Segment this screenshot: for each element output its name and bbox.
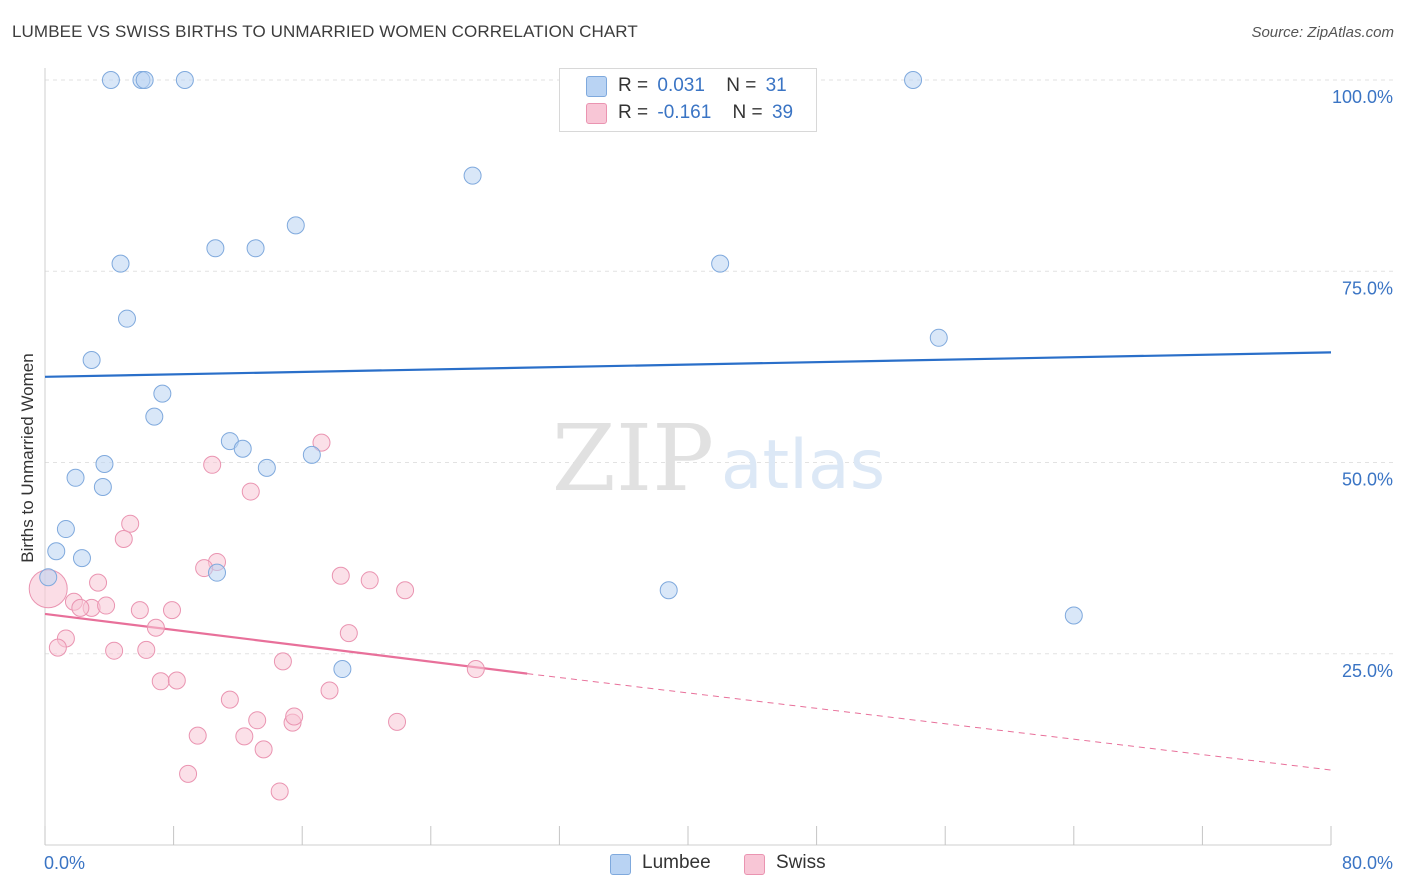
lumbee-point — [82, 350, 101, 369]
y-tick-label: 100.0% — [1332, 87, 1393, 107]
legend-n-label: N = — [732, 102, 763, 123]
y-tick-label: 50.0% — [1342, 470, 1393, 490]
watermark-atlas: atlas — [721, 426, 885, 505]
lumbee-point — [711, 254, 730, 273]
swiss-point — [220, 690, 239, 709]
chart-source: Source: ZipAtlas.com — [1251, 24, 1394, 41]
legend-r-value: 0.031 — [657, 75, 705, 96]
lumbee-point — [206, 239, 225, 258]
legend-r-value: -0.161 — [657, 102, 712, 123]
swiss-point — [254, 740, 273, 759]
lumbee-point — [153, 384, 172, 403]
swiss-point — [137, 640, 156, 659]
swiss-point — [285, 707, 304, 726]
swiss-point — [114, 530, 133, 548]
lumbee-point — [257, 458, 276, 477]
swiss-point — [146, 618, 165, 637]
legend-r-label: R = — [618, 75, 649, 96]
swiss-point — [331, 566, 350, 585]
chart-title: LUMBEE VS SWISS BIRTHS TO UNMARRIED WOME… — [12, 22, 638, 41]
lumbee-point — [135, 71, 154, 89]
lumbee-point — [111, 254, 130, 273]
lumbee-point — [66, 468, 85, 487]
swiss-point — [162, 601, 181, 620]
lumbee-point — [47, 542, 66, 561]
swiss-point — [151, 672, 170, 691]
lumbee-point — [117, 309, 136, 328]
swiss-point — [360, 571, 379, 590]
lumbee-point — [333, 660, 352, 679]
correlation-legend: R = 0.031 N = 31 R = -0.161 N = 39 — [559, 68, 817, 132]
swiss-trend-line — [44, 612, 528, 675]
swiss-point — [273, 652, 292, 671]
swiss-swatch — [586, 103, 607, 124]
lumbee-point — [56, 520, 75, 539]
swiss-trend-extension — [527, 673, 1332, 771]
swiss-point — [466, 660, 485, 679]
swiss-point — [105, 641, 124, 660]
series-legend-swiss-label: Swiss — [776, 852, 826, 873]
lumbee-point — [93, 477, 112, 496]
swiss-point — [48, 638, 67, 657]
swiss-point — [320, 681, 339, 700]
swiss-point — [71, 598, 90, 617]
swiss-point — [312, 433, 331, 452]
watermark-zip: ZIP — [552, 405, 714, 512]
lumbee-point — [904, 71, 923, 89]
lumbee-point — [175, 71, 194, 89]
swiss-point — [388, 712, 407, 731]
lumbee-point — [95, 455, 114, 474]
lumbee-point — [39, 568, 58, 587]
swiss-point — [130, 601, 149, 620]
lumbee-point — [929, 328, 948, 347]
swiss-point — [179, 764, 198, 783]
lumbee-point — [659, 581, 678, 600]
series-legend: Lumbee Swiss — [0, 852, 1406, 878]
lumbee-point — [286, 216, 305, 235]
lumbee-trend-line — [44, 351, 1332, 378]
swiss-point — [167, 671, 186, 690]
lumbee-point — [101, 71, 120, 89]
swiss-point — [89, 573, 108, 592]
lumbee-point — [463, 166, 482, 185]
y-axis-title: Births to Unmarried Women — [18, 353, 37, 563]
lumbee-point — [233, 439, 252, 458]
swiss-point — [188, 726, 207, 745]
y-tick-label: 75.0% — [1342, 278, 1393, 298]
lumbee-point — [1064, 606, 1083, 625]
lumbee-point — [72, 549, 91, 568]
swiss-point — [248, 711, 267, 730]
legend-r-label: R = — [618, 102, 649, 123]
swiss-point — [235, 727, 254, 746]
legend-n-value: 31 — [765, 75, 787, 96]
x-tick-label: 0.0% — [44, 853, 85, 873]
series-legend-lumbee-label: Lumbee — [642, 852, 711, 873]
lumbee-point — [302, 445, 321, 464]
lumbee-swatch — [586, 76, 607, 97]
swiss-swatch — [744, 854, 765, 875]
legend-n-label: N = — [726, 75, 757, 96]
y-tick-label: 25.0% — [1342, 661, 1393, 681]
swiss-point — [121, 514, 140, 533]
lumbee-point — [246, 239, 265, 258]
swiss-point — [270, 782, 289, 801]
lumbee-swatch — [610, 854, 631, 875]
legend-n-value: 39 — [771, 102, 794, 123]
swiss-point — [97, 596, 116, 615]
swiss-point — [339, 624, 358, 643]
lumbee-point — [208, 563, 227, 582]
x-tick-label: 80.0% — [1342, 853, 1393, 873]
swiss-point — [203, 455, 222, 474]
swiss-point — [396, 581, 415, 600]
lumbee-point — [145, 407, 164, 426]
swiss-point — [241, 482, 260, 501]
